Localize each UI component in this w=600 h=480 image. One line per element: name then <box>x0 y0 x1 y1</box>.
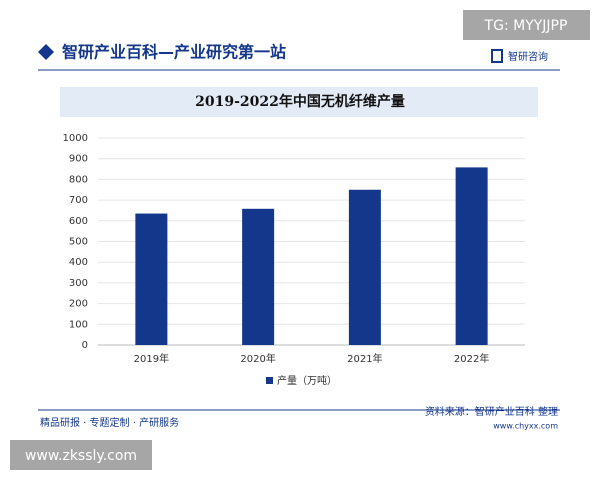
watermark: www.zkssly.com <box>25 448 137 464</box>
logo-icon <box>491 49 503 63</box>
y-tick-label: 200 <box>69 299 88 310</box>
bar <box>348 189 381 345</box>
bar <box>135 213 168 345</box>
header-title: 智研产业百科—产业研究第一站 <box>62 43 286 62</box>
y-tick-label: 500 <box>69 237 88 248</box>
title-band <box>60 87 538 117</box>
x-tick-label: 2020年 <box>240 352 275 365</box>
y-tick-label: 800 <box>69 174 88 185</box>
logo: 智研咨询 <box>508 50 548 63</box>
footer-url: www.chyxx.com <box>493 422 558 431</box>
y-tick-label: 400 <box>69 257 88 268</box>
y-tick-label: 100 <box>69 319 88 330</box>
legend-label: 产量（万吨） <box>277 374 337 387</box>
tag: TG: MYYJJPP <box>484 18 568 34</box>
x-tick-label: 2021年 <box>347 352 382 365</box>
bar <box>455 167 488 345</box>
x-tick-label: 2019年 <box>134 352 169 365</box>
y-tick-label: 600 <box>69 216 88 227</box>
bar <box>242 208 275 345</box>
y-tick-label: 300 <box>69 278 88 289</box>
footer-source: 资料来源：智研产业百科 整理 <box>425 405 558 418</box>
y-tick-label: 1000 <box>63 133 88 144</box>
y-tick-label: 900 <box>69 154 88 165</box>
legend-swatch <box>266 377 273 384</box>
y-tick-label: 0 <box>82 340 88 351</box>
footer-left: 精品研报 · 专题定制 · 产研服务 <box>40 416 179 429</box>
diamond-icon <box>38 44 54 60</box>
tag-box <box>463 10 590 40</box>
y-tick-label: 700 <box>69 195 88 206</box>
chart-title: 2019-2022年中国无机纤维产量 <box>195 93 405 110</box>
watermark-box <box>10 440 152 470</box>
x-tick-label: 2022年 <box>454 352 489 365</box>
